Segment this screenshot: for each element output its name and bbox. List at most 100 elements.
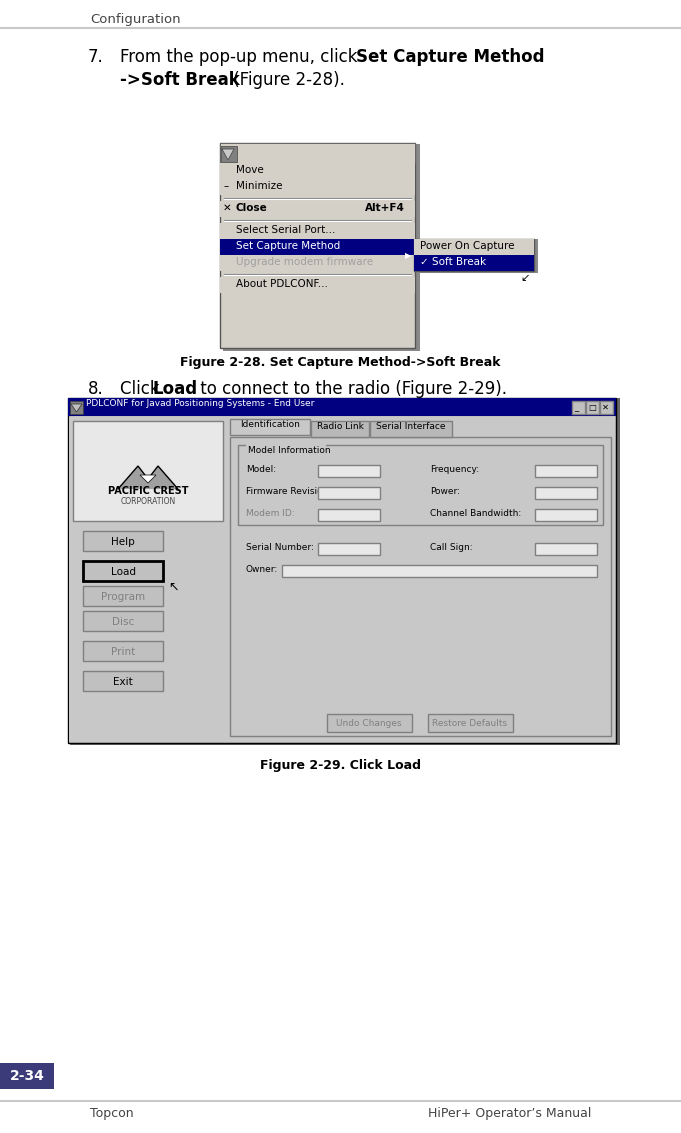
Bar xyxy=(69,417,615,742)
Text: _: _ xyxy=(574,403,578,412)
Bar xyxy=(428,714,513,732)
Bar xyxy=(220,255,415,271)
Text: Serial Number:: Serial Number: xyxy=(246,543,314,552)
Bar xyxy=(221,146,237,162)
Text: Figure 2-29. Click Load: Figure 2-29. Click Load xyxy=(259,759,420,772)
Text: Alt+F4: Alt+F4 xyxy=(365,203,405,213)
Bar xyxy=(414,239,534,255)
Bar xyxy=(586,401,599,414)
Bar xyxy=(73,421,223,521)
Text: Frequency:: Frequency: xyxy=(430,465,479,474)
Bar xyxy=(83,671,163,691)
Text: PDLCONF for Javad Positioning Systems - End User: PDLCONF for Javad Positioning Systems - … xyxy=(86,399,315,408)
Text: Print: Print xyxy=(111,647,135,657)
Bar xyxy=(246,443,326,453)
Text: Load: Load xyxy=(153,380,198,398)
Bar xyxy=(318,487,380,499)
Text: Undo Changes: Undo Changes xyxy=(336,718,402,727)
Bar xyxy=(83,586,163,606)
Bar xyxy=(0,1063,54,1089)
Text: CORPORATION: CORPORATION xyxy=(121,497,176,506)
Text: Figure 2-28. Set Capture Method->Soft Break: Figure 2-28. Set Capture Method->Soft Br… xyxy=(180,356,501,369)
Bar xyxy=(220,201,415,218)
Bar xyxy=(318,465,380,477)
Text: Disc: Disc xyxy=(112,617,134,627)
Text: Firmware Revision:: Firmware Revision: xyxy=(246,487,331,496)
Text: Modem ID:: Modem ID: xyxy=(246,509,295,518)
Text: From the pop-up menu, click: From the pop-up menu, click xyxy=(120,48,363,66)
Bar xyxy=(70,398,620,746)
Text: Power:: Power: xyxy=(430,487,460,496)
Bar xyxy=(83,561,163,581)
Bar xyxy=(230,419,310,435)
Bar xyxy=(68,398,616,416)
Text: 8.: 8. xyxy=(88,380,104,398)
Text: 7.: 7. xyxy=(88,48,104,66)
Text: ▶: ▶ xyxy=(405,252,411,259)
Text: Owner:: Owner: xyxy=(246,565,279,574)
Text: HiPer+ Operator’s Manual: HiPer+ Operator’s Manual xyxy=(428,1107,591,1121)
Text: Power On Capture: Power On Capture xyxy=(420,241,515,252)
Text: Upgrade modem firmware: Upgrade modem firmware xyxy=(236,257,373,267)
Text: ✕: ✕ xyxy=(223,203,232,213)
Text: Program: Program xyxy=(101,593,145,602)
Text: Configuration: Configuration xyxy=(90,12,180,26)
Text: Set Capture Method: Set Capture Method xyxy=(356,48,545,66)
Bar xyxy=(572,401,585,414)
Bar xyxy=(83,531,163,551)
Text: ✕: ✕ xyxy=(602,403,609,412)
Bar xyxy=(230,437,611,736)
Bar xyxy=(83,641,163,661)
Text: ↙: ↙ xyxy=(520,273,529,283)
Bar xyxy=(370,421,452,437)
Bar xyxy=(535,509,597,521)
Text: Model:: Model: xyxy=(246,465,276,474)
Text: Help: Help xyxy=(111,537,135,547)
Bar xyxy=(318,543,380,555)
Polygon shape xyxy=(118,466,178,489)
Polygon shape xyxy=(140,475,156,483)
Bar xyxy=(535,465,597,477)
Bar xyxy=(220,239,415,255)
Bar xyxy=(282,565,597,577)
Text: ->Soft Break: ->Soft Break xyxy=(120,71,240,90)
Bar xyxy=(535,487,597,499)
Text: Model Information: Model Information xyxy=(248,446,330,455)
Bar xyxy=(327,714,412,732)
Text: –: – xyxy=(223,181,228,191)
Polygon shape xyxy=(71,404,82,412)
Text: Select Serial Port...: Select Serial Port... xyxy=(236,225,335,235)
Bar xyxy=(223,144,420,351)
Bar xyxy=(220,276,415,293)
Text: Set Capture Method: Set Capture Method xyxy=(236,241,340,252)
Text: ↖: ↖ xyxy=(168,581,178,594)
Bar xyxy=(83,611,163,631)
Bar xyxy=(70,401,83,414)
Bar xyxy=(600,401,613,414)
Text: (Figure 2-28).: (Figure 2-28). xyxy=(228,71,345,90)
Bar xyxy=(220,143,415,348)
Bar xyxy=(220,163,415,179)
Text: PACIFIC CREST: PACIFIC CREST xyxy=(108,486,188,496)
Bar xyxy=(220,223,415,239)
Text: Radio Link: Radio Link xyxy=(317,421,364,431)
Bar xyxy=(311,421,369,437)
Text: Close: Close xyxy=(236,203,268,213)
Bar xyxy=(416,239,538,273)
Text: Click: Click xyxy=(120,380,165,398)
Text: Move: Move xyxy=(236,165,264,174)
Text: Minimize: Minimize xyxy=(236,181,283,191)
Text: ✓ Soft Break: ✓ Soft Break xyxy=(420,257,486,267)
Polygon shape xyxy=(222,150,234,160)
Bar xyxy=(220,179,415,195)
Text: About PDLCONF...: About PDLCONF... xyxy=(236,279,328,289)
Text: to connect to the radio (Figure 2-29).: to connect to the radio (Figure 2-29). xyxy=(195,380,507,398)
Bar xyxy=(414,239,534,271)
Text: □: □ xyxy=(588,403,596,412)
Bar xyxy=(238,445,603,525)
Text: Channel Bandwidth:: Channel Bandwidth: xyxy=(430,509,521,518)
Text: Exit: Exit xyxy=(113,678,133,687)
Text: 2-34: 2-34 xyxy=(10,1070,44,1083)
Bar xyxy=(220,143,415,163)
Bar xyxy=(68,398,616,743)
